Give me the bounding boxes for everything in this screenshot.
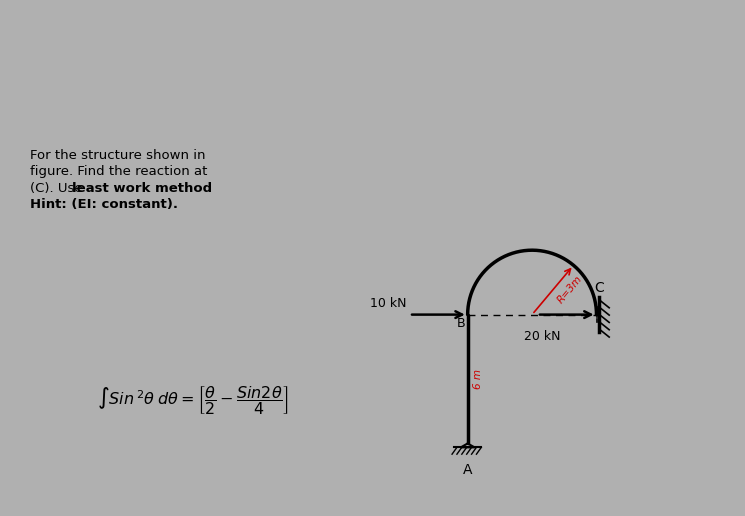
Text: 10 kN: 10 kN — [370, 297, 406, 310]
Text: For the structure shown in: For the structure shown in — [31, 149, 206, 162]
Text: least work method: least work method — [72, 182, 212, 195]
Text: C: C — [595, 281, 604, 295]
Text: 6 m: 6 m — [472, 369, 483, 389]
Text: (C). Use: (C). Use — [31, 182, 87, 195]
Text: R=3m: R=3m — [556, 274, 584, 305]
Text: B: B — [457, 316, 466, 330]
Text: Hint: (EI: constant).: Hint: (EI: constant). — [31, 199, 178, 212]
Text: 20 kN: 20 kN — [524, 330, 560, 343]
FancyBboxPatch shape — [9, 6, 736, 90]
Text: $\int Sin^{\,2}\theta\;d\theta = \left[\dfrac{\theta}{2} - \dfrac{Sin2\theta}{4}: $\int Sin^{\,2}\theta\;d\theta = \left[\… — [97, 384, 289, 417]
Text: figure. Find the reaction at: figure. Find the reaction at — [31, 165, 208, 179]
Text: A: A — [463, 463, 472, 477]
